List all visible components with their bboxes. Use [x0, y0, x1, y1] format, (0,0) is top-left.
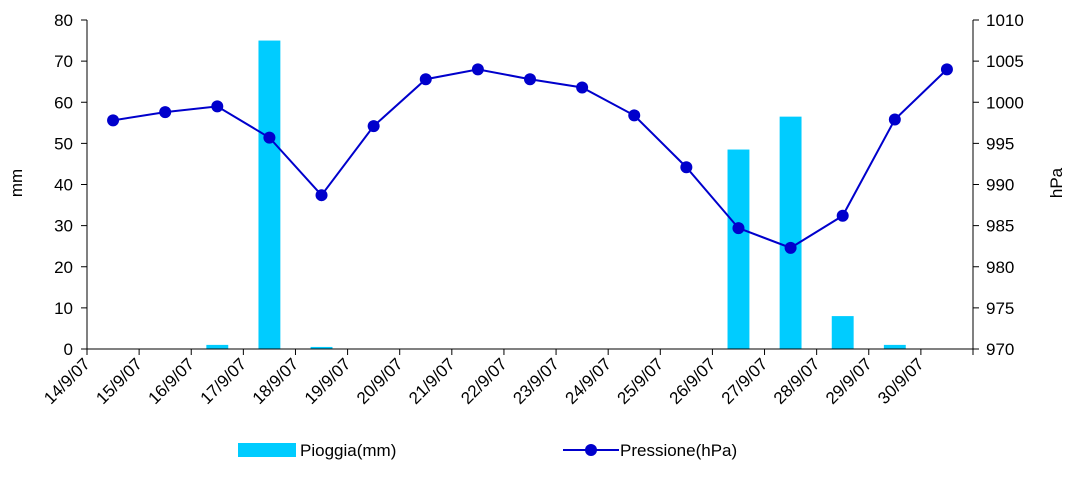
left-tick-label: 60 — [54, 93, 73, 112]
line-point — [471, 63, 484, 76]
line-point — [680, 161, 693, 174]
right-tick-label: 970 — [986, 340, 1014, 359]
line-point — [836, 209, 849, 222]
x-tick-label: 19/9/07 — [301, 354, 355, 408]
right-tick-label: 980 — [986, 258, 1014, 277]
right-tick-label: 985 — [986, 217, 1014, 236]
left-tick-label: 50 — [54, 134, 73, 153]
bar-series — [206, 40, 906, 350]
x-tick-label: 16/9/07 — [145, 354, 199, 408]
x-tick-label: 14/9/07 — [40, 354, 94, 408]
line-series — [107, 63, 953, 254]
x-tick-label: 24/9/07 — [561, 354, 615, 408]
x-tick-label: 28/9/07 — [770, 354, 824, 408]
bar — [310, 346, 333, 349]
legend-swatch-bar — [238, 443, 296, 457]
line-point — [628, 109, 641, 122]
left-tick-label: 30 — [54, 217, 73, 236]
bar — [883, 344, 906, 349]
line-point — [732, 222, 745, 235]
x-axis-ticks: 14/9/0715/9/0716/9/0717/9/0718/9/0719/9/… — [40, 349, 974, 408]
x-tick-label: 15/9/07 — [92, 354, 146, 408]
left-tick-label: 80 — [54, 11, 73, 30]
line-point — [940, 63, 953, 76]
line-point — [211, 100, 224, 113]
line-point — [367, 120, 380, 133]
left-axis-ticks: 0 10 20 30 40 50 60 70 80 — [54, 11, 87, 359]
line-point — [263, 131, 276, 144]
bar — [206, 344, 229, 349]
bar — [831, 316, 854, 349]
right-tick-label: 1010 — [986, 11, 1024, 30]
right-tick-label: 1005 — [986, 52, 1024, 71]
x-tick-label: 30/9/07 — [874, 354, 928, 408]
axes — [86, 20, 974, 350]
line-point — [419, 73, 432, 86]
right-axis-ticks: 970 975 980 985 990 995 1000 1005 1010 — [973, 11, 1024, 359]
y2-axis-title: hPa — [1047, 167, 1066, 198]
left-tick-label: 40 — [54, 176, 73, 195]
x-tick-label: 17/9/07 — [197, 354, 251, 408]
left-tick-label: 0 — [64, 340, 73, 359]
line-point — [524, 73, 536, 86]
right-tick-label: 975 — [986, 299, 1014, 318]
x-tick-label: 27/9/07 — [718, 354, 772, 408]
legend: Pioggia(mm) Pressione(hPa) — [238, 441, 737, 460]
legend-label-bar: Pioggia(mm) — [300, 441, 396, 460]
line-point — [107, 114, 120, 127]
line-point — [784, 241, 797, 254]
bar — [258, 40, 281, 350]
x-tick-label: 21/9/07 — [405, 354, 459, 408]
legend-swatch-marker — [585, 444, 597, 456]
pressure-line — [112, 68, 948, 249]
left-tick-label: 70 — [54, 52, 73, 71]
bar — [779, 116, 802, 349]
x-tick-label: 22/9/07 — [457, 354, 511, 408]
line-point — [159, 106, 172, 119]
y-axis-title: mm — [7, 169, 26, 197]
x-tick-label: 25/9/07 — [614, 354, 668, 408]
legend-label-line: Pressione(hPa) — [620, 441, 737, 460]
x-tick-label: 23/9/07 — [509, 354, 563, 408]
line-point — [576, 81, 589, 94]
x-tick-label: 18/9/07 — [249, 354, 303, 408]
right-tick-label: 995 — [986, 134, 1014, 153]
line-point — [888, 113, 901, 126]
right-tick-label: 1000 — [986, 93, 1024, 112]
bar — [727, 149, 750, 349]
x-tick-label: 20/9/07 — [353, 354, 407, 408]
x-tick-label: 26/9/07 — [666, 354, 720, 408]
x-tick-label: 29/9/07 — [822, 354, 876, 408]
line-point — [315, 189, 328, 202]
right-tick-label: 990 — [986, 176, 1014, 195]
left-tick-label: 20 — [54, 258, 73, 277]
left-tick-label: 10 — [54, 299, 73, 318]
